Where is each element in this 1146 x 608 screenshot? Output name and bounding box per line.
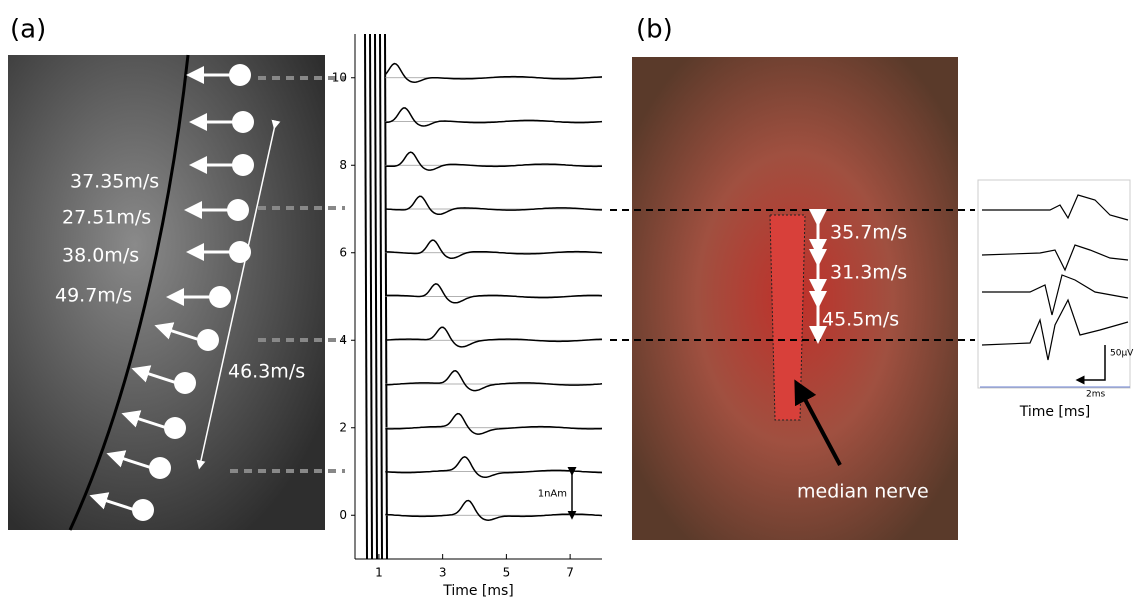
y-tick-label: 2 xyxy=(339,420,347,434)
artifact xyxy=(380,34,382,559)
waveform xyxy=(385,327,602,347)
site-dot xyxy=(132,499,154,521)
site-dot xyxy=(197,329,219,351)
inset-frame xyxy=(978,180,1130,388)
velocity-label: 31.3m/s xyxy=(830,262,907,284)
velocity-label: 37.35m/s xyxy=(70,171,159,193)
nerve-label: median nerve xyxy=(797,481,929,503)
y-tick-label: 4 xyxy=(339,333,347,347)
velocity-label: 35.7m/s xyxy=(830,222,907,244)
artifact xyxy=(375,34,377,559)
velocity-label: 46.3m/s xyxy=(228,361,305,383)
x-tick-label: 7 xyxy=(566,566,574,580)
velocity-label: 38.0m/s xyxy=(62,245,139,267)
site-dot xyxy=(227,199,249,221)
panel-label: (a) xyxy=(10,15,46,45)
amp-scale: 50μV xyxy=(1110,349,1134,359)
waveform xyxy=(385,501,602,521)
axis-label: Time [ms] xyxy=(1019,404,1091,420)
site-dot xyxy=(164,417,186,439)
x-tick-label: 3 xyxy=(439,566,447,580)
velocity-label: 27.51m/s xyxy=(62,207,151,229)
waveform xyxy=(385,371,602,391)
site-dot xyxy=(229,64,251,86)
time-scale: 2ms xyxy=(1086,390,1105,400)
site-dot xyxy=(174,372,196,394)
scale-label: 1nAm xyxy=(538,488,567,499)
waveform xyxy=(385,240,602,258)
waveform xyxy=(385,414,602,434)
waveform xyxy=(385,196,602,214)
site-dot xyxy=(209,286,231,308)
x-tick-label: 5 xyxy=(503,566,511,580)
artifact xyxy=(365,34,367,559)
y-tick-label: 6 xyxy=(339,245,347,259)
site-dot xyxy=(232,111,254,133)
panel-label: (b) xyxy=(636,15,673,45)
waveform-plot: 1 3 5 7 0 2 4 6 8 10 Time [ms] 1nAm xyxy=(332,34,602,599)
waveform xyxy=(385,64,602,83)
velocity-label: 45.5m/s xyxy=(822,309,899,331)
x-tick-label: 1 xyxy=(375,566,383,580)
artifact xyxy=(370,34,372,559)
site-dot xyxy=(149,457,171,479)
y-tick-label: 10 xyxy=(332,70,347,84)
waveform xyxy=(385,284,602,303)
nerve-region xyxy=(770,215,805,420)
y-tick-label: 0 xyxy=(339,508,347,522)
waveform xyxy=(385,108,602,126)
waveform xyxy=(385,152,602,170)
axis-label: Time [ms] xyxy=(442,583,514,599)
waveform xyxy=(385,457,602,478)
velocity-label: 49.7m/s xyxy=(55,285,132,307)
site-dot xyxy=(232,154,254,176)
y-tick-label: 8 xyxy=(339,158,347,172)
figure: (a) (b) 37.35m/s 27.51m/s 38.0m/s 49.7m/… xyxy=(0,0,1146,604)
